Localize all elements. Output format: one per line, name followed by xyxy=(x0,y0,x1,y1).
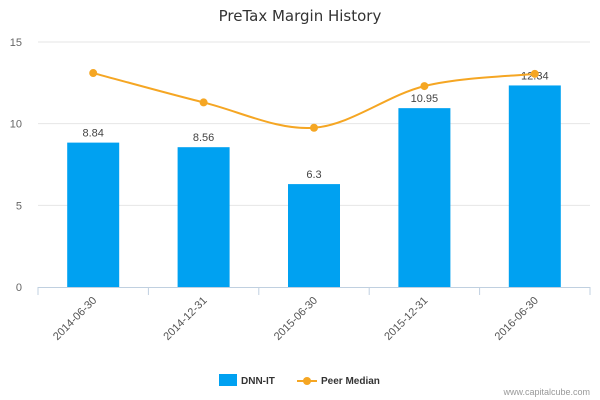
x-tick-label: 2016-06-30 xyxy=(493,295,541,343)
bar[interactable] xyxy=(508,85,561,288)
peer-median-point[interactable] xyxy=(199,98,208,107)
peer-median-line xyxy=(92,72,535,129)
peer-median-point[interactable] xyxy=(89,69,98,78)
y-tick-label: 5 xyxy=(16,200,22,212)
peer-median-point[interactable] xyxy=(420,82,429,91)
peer-median-point[interactable] xyxy=(310,123,318,132)
y-tick-label: 15 xyxy=(10,37,22,49)
bar[interactable] xyxy=(398,108,451,288)
bar-data-label: 8.84 xyxy=(82,128,103,140)
bar[interactable] xyxy=(67,142,120,287)
legend: DNN-IT Peer Median xyxy=(219,374,380,387)
y-tick-label: 0 xyxy=(16,282,22,294)
legend-label-peer-median: Peer Median xyxy=(321,376,380,387)
legend-label-dnn-it: DNN-IT xyxy=(241,376,275,387)
peer-median-series xyxy=(89,69,539,132)
legend-bar-swatch xyxy=(219,374,237,386)
bar-data-label: 8.56 xyxy=(193,132,214,144)
bar-data-label: 10.95 xyxy=(411,93,439,105)
legend-item-dnn-it[interactable]: DNN-IT xyxy=(219,374,275,387)
x-tick-label: 2015-06-30 xyxy=(272,295,320,343)
x-tick-label: 2014-12-31 xyxy=(161,295,209,343)
bar[interactable] xyxy=(288,184,340,287)
bar[interactable] xyxy=(177,147,230,287)
bar-data-label: 6.3 xyxy=(306,169,321,181)
y-tick-label: 10 xyxy=(10,119,22,131)
chart-title: PreTax Margin History xyxy=(219,7,382,25)
credit-text: www.capitalcube.com xyxy=(502,387,590,397)
y-axis: 0 5 10 15 xyxy=(10,37,22,294)
bar-series xyxy=(67,85,561,288)
x-tick-label: 2014-06-30 xyxy=(51,295,99,343)
x-axis: 2014-06-30 2014-12-31 2015-06-30 2015-12-31… xyxy=(37,287,591,343)
x-tick-label: 2015-12-31 xyxy=(382,295,430,343)
peer-median-point[interactable] xyxy=(530,69,539,78)
legend-marker-swatch xyxy=(303,377,311,385)
legend-item-peer-median[interactable]: Peer Median xyxy=(297,376,380,387)
